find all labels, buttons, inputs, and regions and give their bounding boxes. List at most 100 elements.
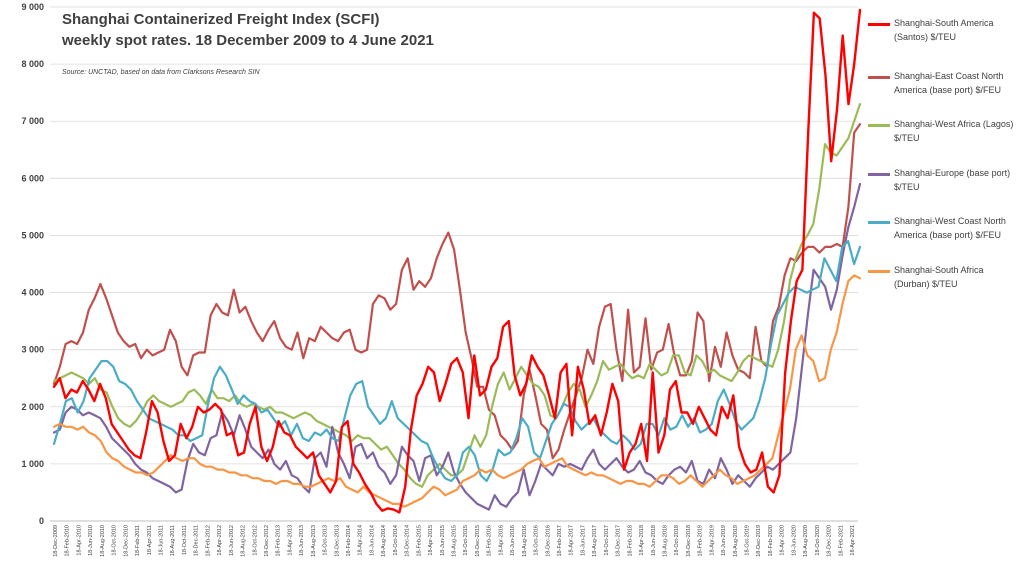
x-tick-label: 18-Oct-2019 [745, 525, 751, 556]
y-tick-label: 3 000 [21, 345, 44, 355]
x-tick-label: 18-Jun-2010 [88, 525, 94, 556]
x-tick-label: 18-Oct-2012 [252, 525, 258, 556]
x-tick-label: 18-Apr-2020 [780, 525, 786, 556]
chart-subtitle: weekly spot rates. 18 December 2009 to 4… [62, 32, 434, 49]
x-tick-label: 18-Dec-2011 [194, 525, 200, 556]
x-tick-label: 18-Jun-2020 [791, 525, 797, 556]
x-tick-label: 18-Oct-2013 [323, 525, 329, 556]
chart-title: Shanghai Containerized Freight Index (SC… [62, 11, 380, 28]
x-tick-label: 18-Oct-2015 [463, 525, 469, 556]
x-tick-label: 18-Dec-2010 [123, 525, 129, 557]
x-tick-label: 18-Jun-2016 [510, 525, 516, 556]
x-tick-label: 18-Feb-2012 [205, 525, 211, 557]
x-tick-label: 18-Aug-2015 [452, 525, 458, 557]
x-tick-label: 18-Feb-2019 [698, 525, 704, 557]
x-tick-label: 18-Apr-2015 [428, 525, 434, 556]
x-tick-label: 18-Jun-2012 [229, 525, 235, 556]
x-tick-label: 18-Dec-2019 [756, 525, 762, 557]
x-tick-label: 18-Jun-2018 [651, 525, 657, 556]
x-tick-label: 18-Dec-2017 [616, 525, 622, 557]
y-tick-label: 2 000 [21, 402, 44, 412]
x-tick-label: 18-Oct-2016 [534, 525, 540, 556]
legend-swatch [868, 221, 890, 224]
legend-label: Shanghai-East Coast North America (base … [894, 71, 1004, 95]
x-tick-label: 18-Dec-2015 [475, 525, 481, 557]
x-tick-label: 18-Oct-2018 [674, 525, 680, 556]
series-lines [52, 8, 862, 514]
x-tick-label: 18-Apr-2017 [569, 525, 575, 556]
x-tick-label: 18-Apr-2011 [147, 525, 153, 555]
x-tick-label: 18-Feb-2010 [65, 525, 71, 557]
x-tick-label: 18-Apr-2021 [850, 525, 856, 556]
series-line-2 [52, 102, 862, 488]
x-tick-label: 18-Apr-2010 [76, 525, 82, 556]
y-tick-label: 0 [39, 516, 44, 526]
x-tick-label: 18-Apr-2014 [358, 525, 364, 556]
x-tick-label: 18-Feb-2016 [487, 525, 493, 557]
x-tick-label: 18-Feb-2014 [346, 525, 352, 557]
x-tick-label: 18-Dec-2018 [686, 525, 692, 557]
x-tick-label: 18-Feb-2017 [557, 525, 563, 557]
x-tick-label: 18-Jun-2017 [580, 525, 586, 556]
x-tick-label: 18-Feb-2011 [135, 525, 141, 556]
x-tick-label: 18-Dec-2013 [334, 525, 340, 557]
source-note: Source: UNCTAD, based on data from Clark… [62, 69, 260, 76]
x-tick-label: 18-Aug-2014 [381, 525, 387, 557]
x-tick-label: 18-Apr-2012 [217, 525, 223, 556]
x-tick-label: 18-Dec-2016 [545, 525, 551, 557]
x-tick-label: 18-Aug-2017 [592, 525, 598, 557]
legend-label: Shanghai-South America (Santos) $/TEU [894, 18, 994, 42]
x-tick-label: 18-Aug-2019 [733, 525, 739, 557]
x-tick-label: 18-Feb-2021 [838, 525, 844, 557]
gridlines [50, 6, 858, 465]
y-tick-label: 9 000 [21, 2, 44, 12]
x-tick-label: 18-Aug-2010 [100, 525, 106, 557]
x-tick-label: 18-Jun-2015 [440, 525, 446, 556]
series-line-5 [52, 274, 862, 508]
legend-label: Shanghai-South Africa (Durban) $/TEU [894, 265, 984, 289]
x-tick-label: 18-Apr-2018 [639, 525, 645, 556]
y-tick-label: 7 000 [21, 116, 44, 126]
legend-label: Shanghai-West Coast North America (base … [894, 216, 1006, 240]
x-tick-label: 18-Aug-2018 [662, 525, 668, 557]
y-axis-ticks: 0 1 000 2 000 3 000 4 000 5 000 6 000 7 000 8 00… [21, 2, 44, 526]
y-tick-label: 8 000 [21, 59, 44, 69]
legend-swatch [868, 76, 890, 79]
legend-label: Shanghai-Europe (base port) $/TEU [894, 168, 1011, 192]
x-tick-label: 18-Dec-2014 [405, 525, 411, 557]
x-tick-label: 18-Jun-2011 [158, 525, 164, 555]
x-tick-label: 18-Oct-2011 [182, 525, 188, 555]
y-tick-label: 5 000 [21, 230, 44, 240]
legend-swatch [868, 23, 890, 26]
x-tick-label: 18-Dec-2012 [264, 525, 270, 557]
legend-swatch [868, 124, 890, 127]
x-tick-label: 18-Aug-2011 [170, 525, 176, 556]
y-tick-label: 6 000 [21, 173, 44, 183]
y-tick-label: 1 000 [21, 459, 44, 469]
x-tick-label: 18-Jun-2019 [721, 525, 727, 556]
series-line-3 [52, 182, 862, 511]
x-tick-label: 18-Dec-2020 [827, 525, 833, 557]
x-tick-label: 18-Oct-2017 [604, 525, 610, 556]
x-tick-label: 18-Aug-2020 [803, 525, 809, 557]
legend-swatch [868, 270, 890, 273]
legend-label: Shanghai-West Africa (Lagos) $/TEU [894, 119, 1014, 143]
x-tick-label: 18-Jun-2013 [299, 525, 305, 556]
x-tick-label: 18-Apr-2016 [498, 525, 504, 556]
x-tick-label: 18-Aug-2016 [522, 525, 528, 557]
x-tick-label: 18-Jun-2014 [369, 525, 375, 556]
x-tick-label: 18-Oct-2020 [815, 525, 821, 556]
x-tick-label: 18-Feb-2013 [276, 525, 282, 557]
x-tick-label: 18-Dec-2009 [53, 525, 59, 557]
x-tick-label: 18-Oct-2010 [112, 525, 118, 556]
x-tick-label: 18-Apr-2019 [709, 525, 715, 556]
x-tick-label: 18-Feb-2018 [627, 525, 633, 557]
series-line-1 [52, 122, 862, 460]
x-tick-label: 18-Apr-2013 [287, 525, 293, 556]
y-tick-label: 4 000 [21, 288, 44, 298]
legend-swatch [868, 173, 890, 176]
series-line-4 [52, 240, 862, 483]
x-tick-label: 18-Feb-2020 [768, 525, 774, 557]
x-tick-label: 18-Aug-2013 [311, 525, 317, 557]
